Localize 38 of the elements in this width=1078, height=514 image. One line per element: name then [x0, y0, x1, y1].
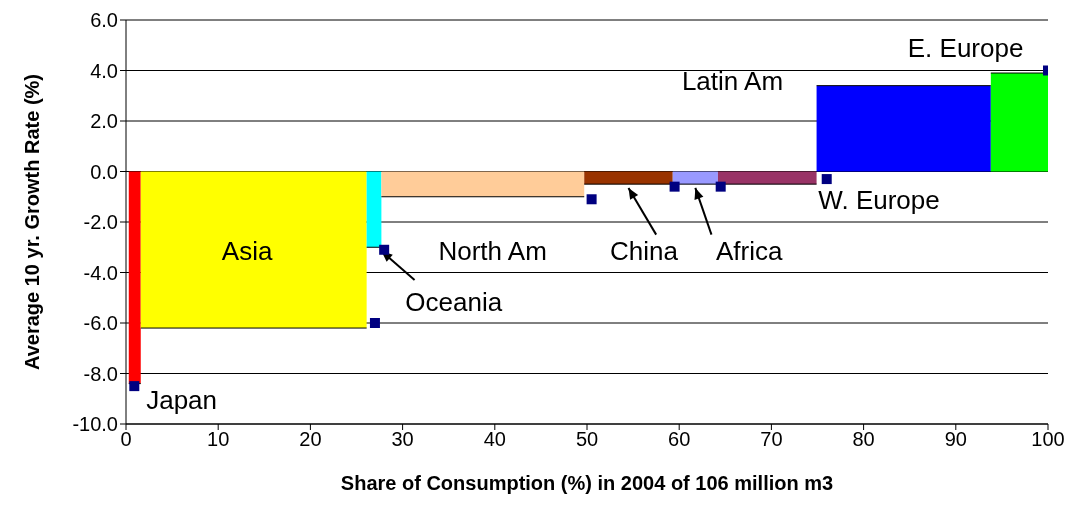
annotation: Africa [716, 236, 783, 267]
point [379, 244, 390, 255]
y-tick-label: -8.0 [83, 362, 118, 385]
x-tick-label: 30 [391, 428, 414, 451]
annotation: W. Europe [818, 184, 940, 215]
annotation: Asia [221, 236, 273, 267]
y-tick-label: 4.0 [90, 59, 118, 82]
point [821, 174, 832, 185]
y-tick-label: -10.0 [72, 413, 118, 436]
annotation: China [609, 236, 679, 267]
x-tick-label: 50 [575, 428, 599, 451]
x-tick-label: 40 [483, 428, 506, 451]
x-tick-label: 60 [668, 428, 691, 451]
x-tick-label: 100 [1031, 428, 1065, 451]
y-tick-label: 2.0 [90, 110, 118, 133]
annotation: North Am [438, 236, 547, 267]
annotation: Latin Am [681, 65, 784, 96]
point [129, 381, 140, 392]
y-tick-label: -2.0 [83, 211, 118, 234]
annotation: E. Europe [907, 33, 1024, 64]
x-tick-label: 0 [120, 428, 132, 451]
y-tick-label: 0.0 [90, 160, 118, 183]
x-tick-label: 90 [944, 428, 967, 451]
x-tick-label: 10 [207, 428, 230, 451]
y-axis-title: Average 10 yr. Growth Rate (%) [21, 73, 44, 371]
y-tick-label: -4.0 [83, 261, 118, 284]
annotation: Oceania [405, 286, 503, 317]
point [586, 194, 597, 205]
x-tick-label: 70 [760, 428, 783, 451]
x-axis-title: Share of Consumption (%) in 2004 of 106 million m3 [340, 472, 834, 494]
x-tick-label: 80 [852, 428, 875, 451]
annotation: Japan [146, 385, 218, 416]
y-tick-label: -6.0 [83, 312, 118, 335]
point [369, 318, 380, 328]
point [715, 181, 726, 192]
x-tick-label: 20 [299, 428, 322, 451]
y-tick-label: 6.0 [90, 9, 118, 32]
point [669, 181, 680, 192]
